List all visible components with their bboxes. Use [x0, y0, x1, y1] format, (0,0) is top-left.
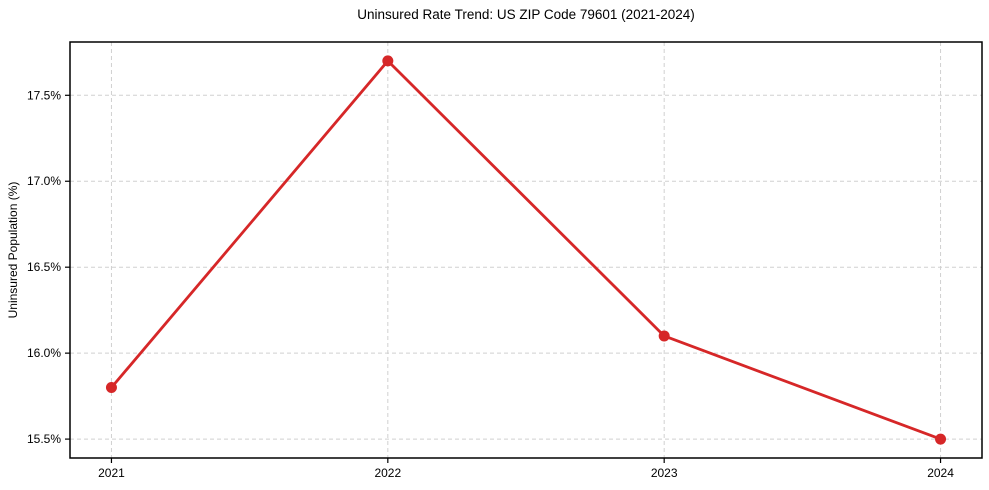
data-point-marker [935, 433, 947, 445]
data-point-marker [658, 330, 670, 342]
plot-border [69, 41, 983, 459]
y-tick-label: 16.5% [27, 260, 61, 274]
data-point-marker [382, 55, 394, 67]
y-tick-label: 17.5% [27, 88, 61, 102]
data-point-marker [105, 382, 117, 394]
chart-title: Uninsured Rate Trend: US ZIP Code 79601 … [357, 7, 695, 22]
x-tick-label: 2023 [651, 466, 678, 480]
data-line [110, 59, 942, 441]
y-tick-label: 17.0% [27, 174, 61, 188]
y-tick-label: 15.5% [27, 432, 61, 446]
x-tick-label: 2024 [927, 466, 954, 480]
x-tick-label: 2022 [374, 466, 401, 480]
y-tick-label: 16.0% [27, 346, 61, 360]
x-tick-label: 2021 [98, 466, 125, 480]
